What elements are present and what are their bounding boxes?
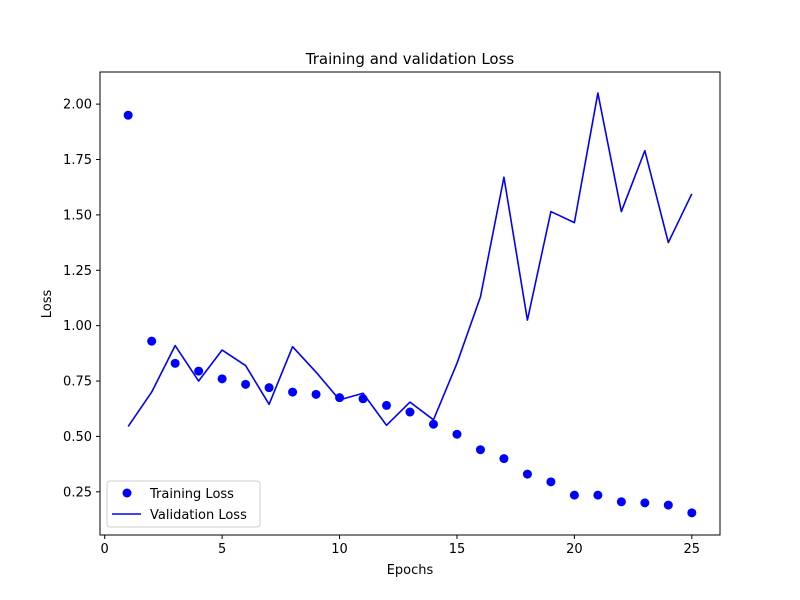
training-loss-point (241, 379, 251, 389)
training-loss-point (546, 477, 556, 487)
x-tick-label: 10 (331, 542, 348, 557)
x-tick-label: 5 (218, 542, 226, 557)
training-loss-point (428, 419, 438, 429)
legend-label-validation: Validation Loss (150, 508, 247, 523)
x-axis-label: Epochs (387, 563, 434, 578)
x-axis: 0 5 10 15 20 25 (101, 535, 701, 557)
training-loss-point (335, 393, 345, 403)
training-loss-point (123, 110, 133, 120)
plot-frame (99, 71, 721, 536)
training-loss-point (452, 429, 462, 439)
training-loss-point (569, 490, 579, 500)
y-tick-label: 0.25 (63, 485, 92, 500)
y-axis-label: Loss (40, 290, 55, 319)
y-tick-label: 0.75 (63, 375, 92, 390)
x-tick-label: 20 (566, 542, 583, 557)
training-loss-point (194, 366, 204, 376)
legend: Training Loss Validation Loss (106, 480, 261, 528)
y-tick-label: 1.25 (63, 264, 92, 279)
training-loss-point (311, 389, 321, 399)
validation-loss-line (127, 92, 693, 427)
training-loss-point (522, 469, 532, 479)
training-loss-point (687, 508, 697, 518)
y-tick-label: 2.00 (63, 98, 92, 113)
y-axis: 0.25 0.50 0.75 1.00 1.25 1.50 1.75 2.00 (63, 98, 100, 500)
training-loss-point (475, 445, 485, 455)
legend-frame (106, 480, 261, 528)
x-tick-label: 15 (449, 542, 466, 557)
training-loss-point (170, 358, 180, 368)
training-loss-point (405, 407, 415, 417)
training-loss-point (616, 497, 626, 507)
plot-area (123, 92, 697, 518)
training-loss-point (593, 490, 603, 500)
training-loss-point (382, 400, 392, 410)
legend-label-training: Training Loss (149, 487, 234, 502)
training-loss-point (499, 454, 509, 464)
legend-marker-training (122, 488, 132, 498)
training-loss-point (147, 336, 157, 346)
training-loss-point (264, 383, 274, 393)
training-loss-point (217, 374, 227, 384)
chart-title: Training and validation Loss (305, 50, 515, 68)
x-tick-label: 0 (101, 542, 109, 557)
training-loss-point (640, 498, 650, 508)
y-tick-label: 1.00 (63, 319, 92, 334)
x-tick-label: 25 (684, 542, 701, 557)
training-loss-point (288, 387, 298, 397)
y-tick-label: 1.75 (63, 153, 92, 168)
y-tick-label: 0.50 (63, 430, 92, 445)
y-tick-label: 1.50 (63, 208, 92, 223)
training-loss-point (663, 500, 673, 510)
